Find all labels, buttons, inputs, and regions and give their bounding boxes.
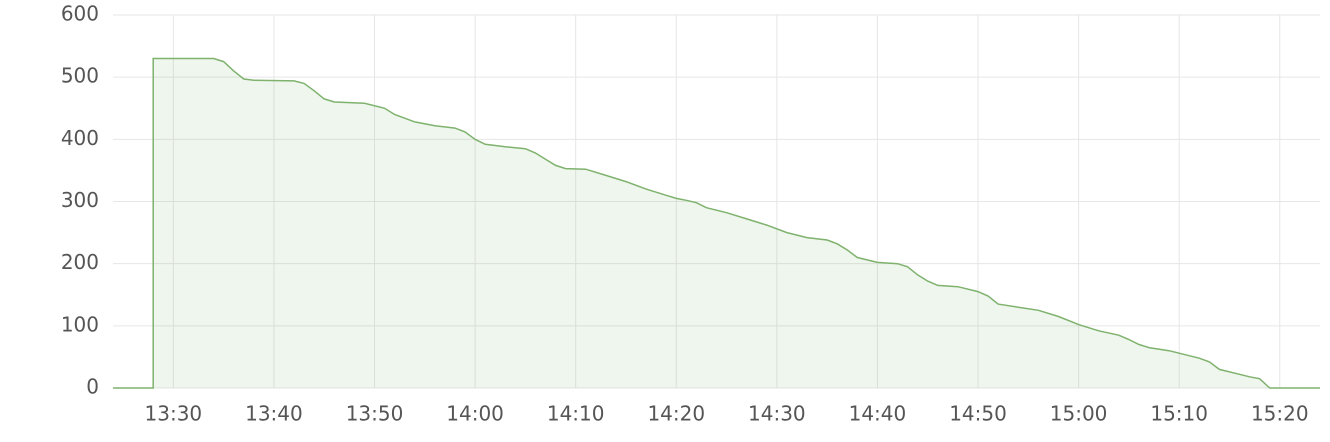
x-tick-label: 13:30 bbox=[145, 402, 203, 426]
x-tick-label: 15:20 bbox=[1251, 402, 1309, 426]
y-tick-label: 0 bbox=[86, 375, 99, 399]
x-tick-label: 15:10 bbox=[1150, 402, 1208, 426]
x-tick-label: 14:40 bbox=[849, 402, 907, 426]
y-tick-label: 600 bbox=[61, 2, 99, 26]
x-tick-label: 13:50 bbox=[346, 402, 404, 426]
y-tick-label: 200 bbox=[61, 250, 99, 274]
area-fill bbox=[113, 58, 1320, 388]
x-tick-label: 14:50 bbox=[949, 402, 1007, 426]
x-tick-label: 14:10 bbox=[547, 402, 605, 426]
x-tick-label: 13:40 bbox=[245, 402, 303, 426]
y-tick-label: 400 bbox=[61, 126, 99, 150]
x-tick-label: 14:00 bbox=[446, 402, 504, 426]
x-tick-label: 15:00 bbox=[1050, 402, 1108, 426]
y-tick-label: 100 bbox=[61, 312, 99, 336]
x-tick-label: 14:30 bbox=[748, 402, 806, 426]
y-tick-label: 500 bbox=[61, 64, 99, 88]
y-tick-label: 300 bbox=[61, 188, 99, 212]
line bbox=[113, 57, 1320, 389]
x-tick-label: 14:20 bbox=[647, 402, 705, 426]
